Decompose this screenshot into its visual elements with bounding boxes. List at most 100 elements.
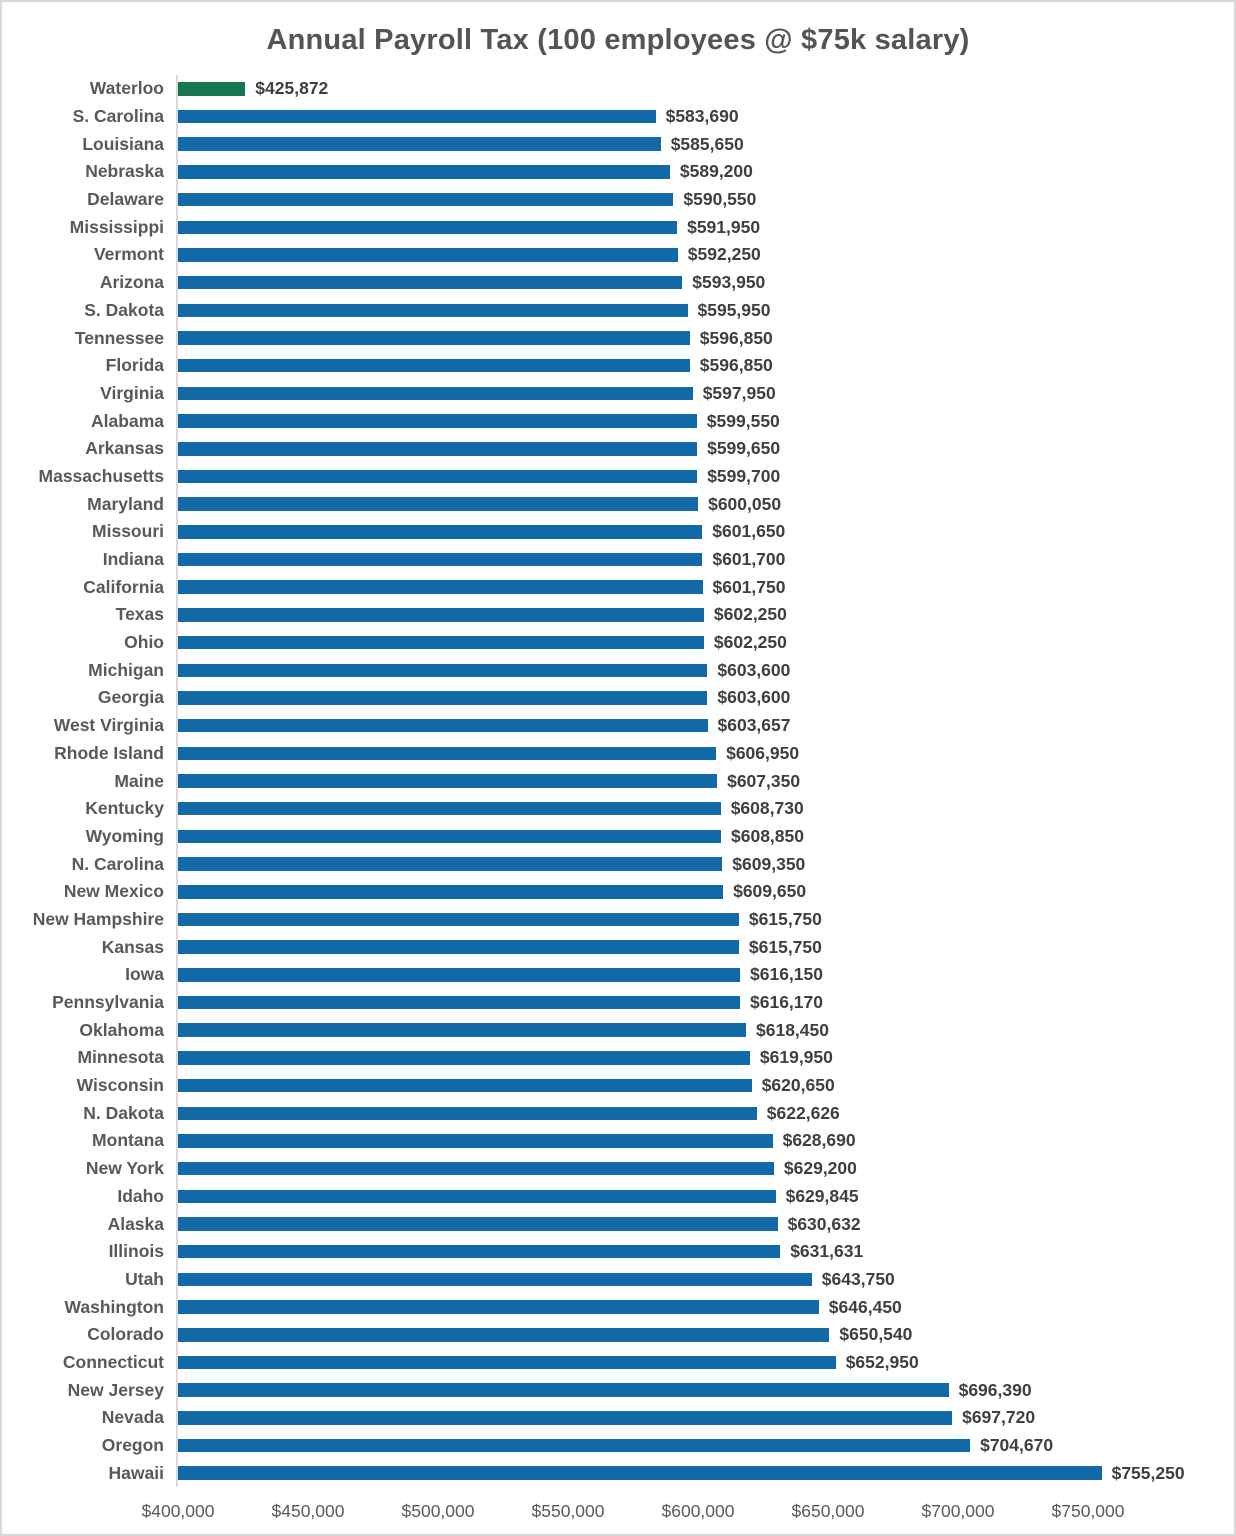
bar-row: Wisconsin $620,650 bbox=[2, 1072, 1234, 1100]
category-label: Tennessee bbox=[74, 327, 164, 348]
bar bbox=[178, 1300, 819, 1314]
bar-track: $616,170 bbox=[178, 989, 1234, 1017]
value-label: $650,540 bbox=[839, 1324, 913, 1345]
value-label: $616,150 bbox=[750, 964, 823, 985]
bar bbox=[178, 414, 697, 428]
bar bbox=[178, 137, 661, 151]
bar-row: Hawaii $755,250 bbox=[2, 1459, 1234, 1487]
bar bbox=[178, 1189, 776, 1204]
category-label: Idaho bbox=[117, 1185, 164, 1206]
bar bbox=[178, 912, 739, 927]
value-label: $704,670 bbox=[980, 1435, 1054, 1456]
x-axis-tick-label: $550,000 bbox=[531, 1501, 605, 1522]
value-label: $609,350 bbox=[732, 853, 806, 874]
bar bbox=[178, 940, 739, 954]
bar-row: Kentucky $608,730 bbox=[2, 795, 1234, 823]
value-label: $585,650 bbox=[670, 133, 744, 154]
bar-track: $603,657 bbox=[178, 712, 1234, 740]
bar-row: Maine $607,350 bbox=[2, 767, 1234, 795]
category-label: Hawaii bbox=[108, 1462, 164, 1483]
category-label: Georgia bbox=[97, 687, 164, 708]
category-label: Wisconsin bbox=[76, 1075, 164, 1096]
bar-row: Alabama $599,550 bbox=[2, 407, 1234, 435]
category-label: Virginia bbox=[100, 382, 164, 403]
value-label: $600,050 bbox=[708, 493, 782, 514]
bar-track: $755,250 bbox=[178, 1459, 1234, 1487]
category-label: Iowa bbox=[125, 964, 164, 985]
x-axis-tick-label: $650,000 bbox=[791, 1501, 865, 1522]
bar-track: $628,690 bbox=[178, 1127, 1234, 1155]
category-label: Colorado bbox=[87, 1324, 164, 1345]
bar bbox=[178, 1134, 773, 1148]
bar-track: $595,950 bbox=[178, 297, 1234, 325]
bar bbox=[178, 248, 678, 262]
category-label: Nevada bbox=[101, 1407, 164, 1428]
value-label: $652,950 bbox=[845, 1351, 919, 1372]
category-label: Washington bbox=[64, 1296, 164, 1317]
bar bbox=[178, 82, 246, 96]
bar-track: $601,700 bbox=[178, 546, 1234, 574]
bar bbox=[178, 497, 699, 511]
category-label: Michigan bbox=[88, 659, 164, 680]
category-label: Minnesota bbox=[77, 1047, 164, 1068]
category-label: Waterloo bbox=[89, 78, 164, 99]
bar bbox=[178, 691, 708, 705]
bar bbox=[178, 580, 703, 594]
bar-track: $607,350 bbox=[178, 767, 1234, 795]
category-label: Illinois bbox=[108, 1241, 164, 1262]
bar-row: Idaho $629,845 bbox=[2, 1183, 1234, 1211]
bar-track: $603,600 bbox=[178, 656, 1234, 684]
plot-area: Waterloo $425,872 S. Carolina $583,690 Louis… bbox=[2, 75, 1234, 1488]
category-label: Kentucky bbox=[85, 798, 164, 819]
bar bbox=[178, 1106, 757, 1121]
category-label: California bbox=[83, 576, 164, 597]
value-label: $622,626 bbox=[766, 1102, 840, 1123]
category-label: Missouri bbox=[92, 521, 164, 542]
bar-row: Minnesota $619,950 bbox=[2, 1044, 1234, 1072]
bar bbox=[178, 885, 724, 899]
bar-track: $606,950 bbox=[178, 740, 1234, 768]
value-label: $590,550 bbox=[683, 189, 757, 210]
bar-track: $629,200 bbox=[178, 1155, 1234, 1183]
bar bbox=[178, 442, 698, 456]
value-label: $619,950 bbox=[759, 1047, 833, 1068]
bar-track: $622,626 bbox=[178, 1099, 1234, 1127]
bar-row: Utah $643,750 bbox=[2, 1266, 1234, 1294]
value-label: $599,650 bbox=[707, 438, 781, 459]
value-label: $602,250 bbox=[713, 632, 787, 653]
category-label: Rhode Island bbox=[54, 742, 164, 763]
bar-row: Washington $646,450 bbox=[2, 1293, 1234, 1321]
bar-row: Tennessee $596,850 bbox=[2, 324, 1234, 352]
bar-track: $630,632 bbox=[178, 1210, 1234, 1238]
bar bbox=[178, 746, 717, 761]
value-label: $591,950 bbox=[687, 216, 761, 237]
category-label: Maryland bbox=[87, 493, 164, 514]
bar-row: New Hampshire $615,750 bbox=[2, 906, 1234, 934]
bar bbox=[178, 968, 740, 982]
bar-track: $599,550 bbox=[178, 407, 1234, 435]
bar-row: Nebraska $589,200 bbox=[2, 158, 1234, 186]
bar bbox=[178, 1355, 836, 1370]
bar-track: $620,650 bbox=[178, 1072, 1234, 1100]
bar-row: Massachusetts $599,700 bbox=[2, 463, 1234, 491]
bar-track: $591,950 bbox=[178, 213, 1234, 241]
category-label: Indiana bbox=[102, 549, 164, 570]
bar-track: $615,750 bbox=[178, 906, 1234, 934]
x-axis: $400,000 $450,000 $500,000 $550,000 $600,000… bbox=[2, 1493, 1234, 1534]
bar-row: Kansas $615,750 bbox=[2, 933, 1234, 961]
bar bbox=[178, 801, 721, 816]
bar-row: Waterloo $425,872 bbox=[2, 75, 1234, 103]
bar-track: $590,550 bbox=[178, 186, 1234, 214]
bar-track: $601,750 bbox=[178, 573, 1234, 601]
bar-row: Missouri $601,650 bbox=[2, 518, 1234, 546]
category-label: Alabama bbox=[91, 410, 164, 431]
bar-track: $696,390 bbox=[178, 1376, 1234, 1404]
value-label: $596,850 bbox=[699, 355, 773, 376]
bar-row: New York $629,200 bbox=[2, 1155, 1234, 1183]
category-label: West Virginia bbox=[53, 715, 164, 736]
bar-track: $643,750 bbox=[178, 1266, 1234, 1294]
value-label: $608,850 bbox=[731, 825, 804, 846]
value-label: $592,250 bbox=[687, 244, 761, 265]
value-label: $603,657 bbox=[717, 715, 791, 736]
value-label: $595,950 bbox=[697, 299, 771, 320]
